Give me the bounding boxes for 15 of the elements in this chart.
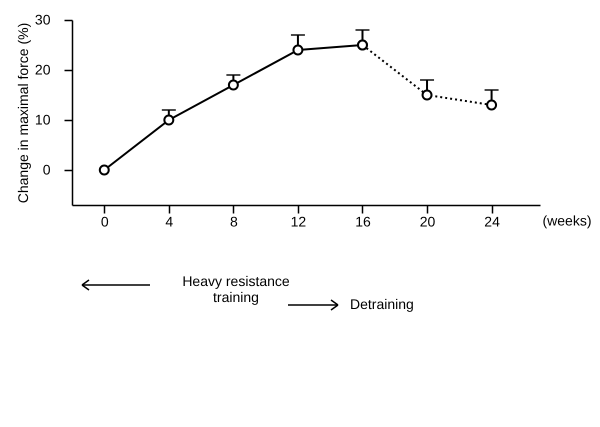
y-tick-label: 0 <box>42 162 51 178</box>
y-axis-title: Change in maximal force (%) <box>14 22 31 204</box>
text: Detraining <box>350 296 414 312</box>
x-tick-label: 20 <box>420 214 436 230</box>
y-tick-label: 10 <box>34 112 51 128</box>
x-tick-label: 0 <box>100 214 109 230</box>
x-tick-label: 24 <box>484 214 500 230</box>
x-tick-label: 4 <box>165 214 174 230</box>
y-tick-label: 20 <box>34 62 51 78</box>
y-tick-label: 30 <box>34 12 51 28</box>
text: Heavy resistance training <box>182 273 290 305</box>
x-tick-label: 8 <box>230 214 238 230</box>
x-tick-label: 16 <box>355 214 371 230</box>
x-axis-title: (weeks) <box>542 212 592 228</box>
x-tick-label: 12 <box>290 214 306 230</box>
